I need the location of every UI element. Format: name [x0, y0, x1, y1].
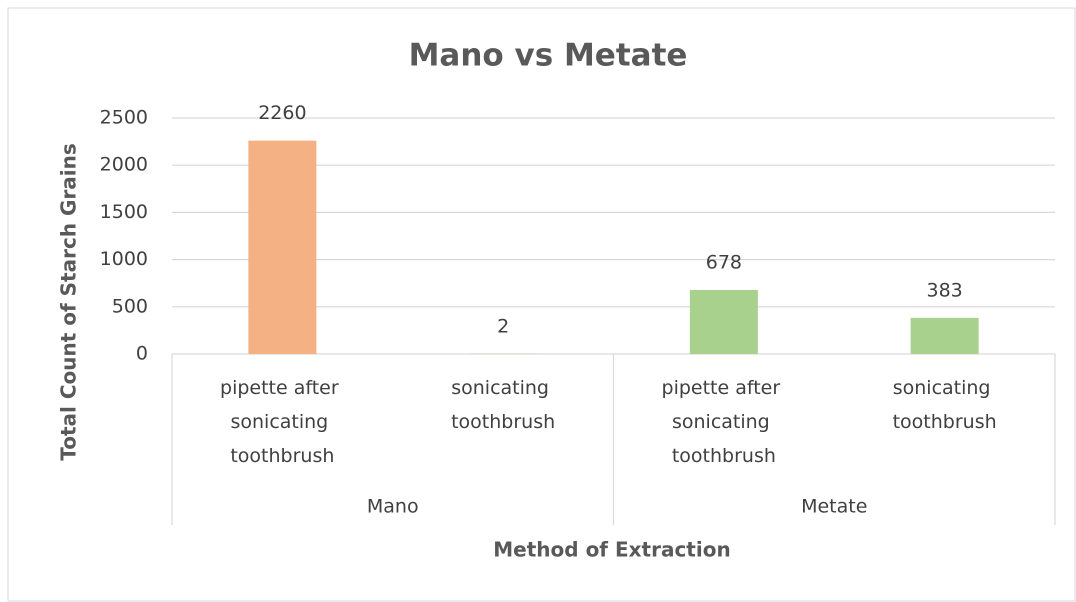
y-tick-label: 2500: [100, 107, 148, 129]
group-label: Mano: [367, 496, 419, 518]
value-label: 383: [926, 279, 962, 301]
bar: [248, 140, 317, 354]
group-label: Metate: [801, 496, 867, 518]
y-tick-label: 0: [136, 343, 148, 365]
value-label: 2260: [258, 102, 306, 124]
bar: [910, 317, 979, 354]
y-tick-label: 2000: [100, 154, 148, 176]
y-axis-label: Total Count of Starch Grains: [57, 143, 81, 461]
bar: [689, 289, 758, 354]
x-axis-label: Method of Extraction: [493, 538, 730, 562]
x-tick-label: pipette after sonicating toothbrush: [662, 377, 787, 467]
y-tick-label: 1000: [100, 248, 148, 270]
y-tick-label: 500: [112, 295, 148, 317]
y-tick-label: 1500: [100, 201, 148, 223]
value-label: 2: [497, 315, 509, 337]
x-tick-label: sonicating toothbrush: [893, 377, 997, 433]
x-tick-label: pipette after sonicating toothbrush: [220, 377, 345, 467]
chart-border: [7, 7, 1076, 602]
value-label: 678: [706, 251, 742, 273]
chart-title: Mano vs Metate: [409, 38, 688, 74]
x-tick-label: sonicating toothbrush: [451, 377, 555, 433]
